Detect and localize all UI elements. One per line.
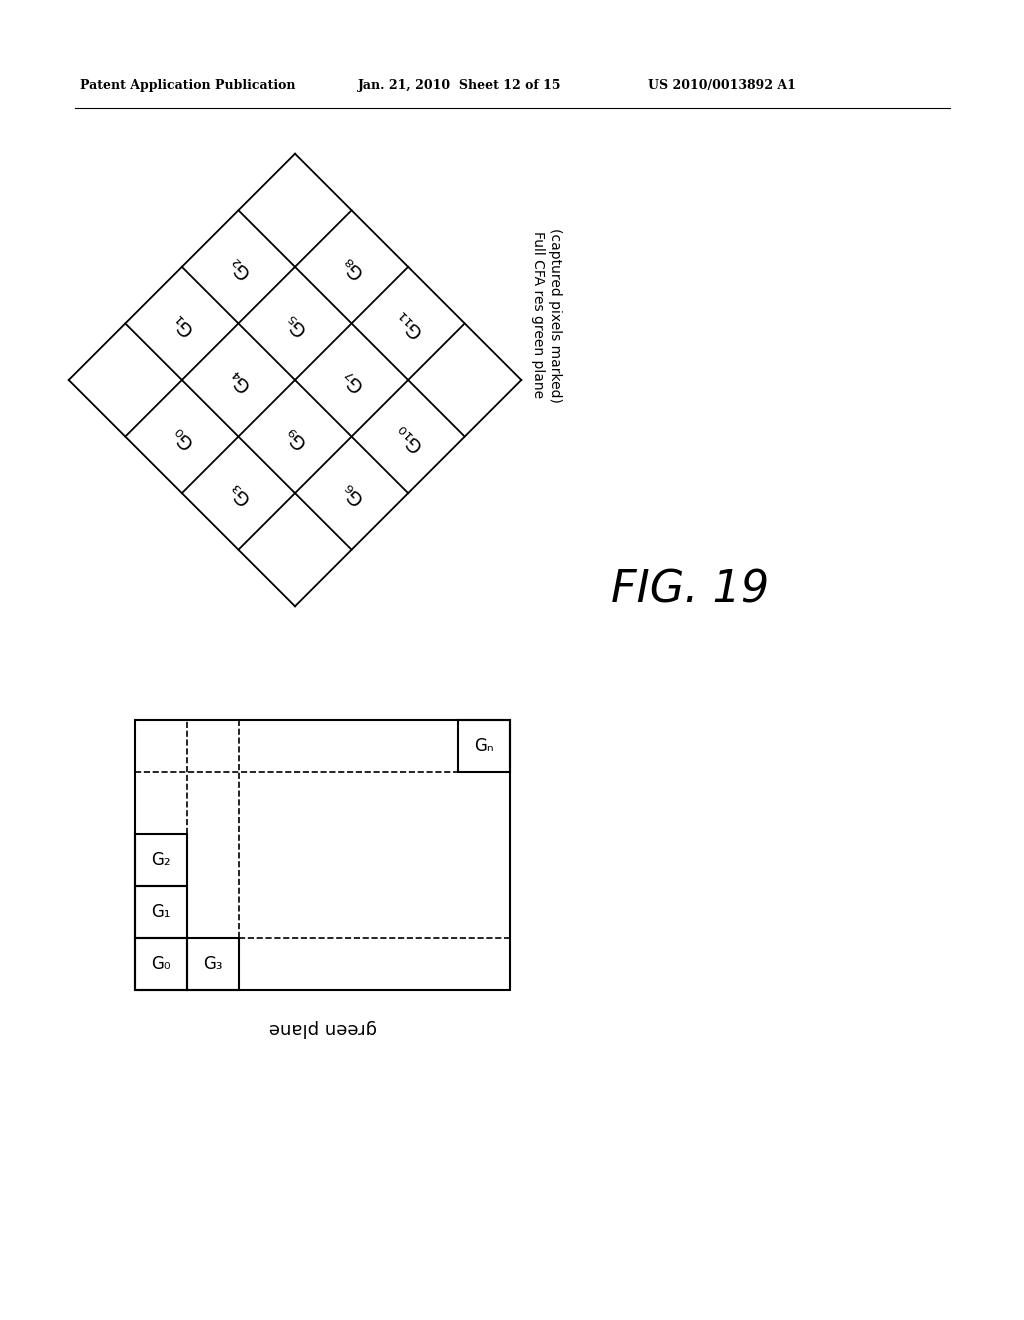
- Text: G₁₁: G₁₁: [390, 306, 426, 341]
- Text: G₂: G₂: [223, 252, 253, 281]
- Text: G₁₀: G₁₀: [390, 418, 426, 454]
- Bar: [135, 834, 187, 886]
- Text: G₄: G₄: [223, 366, 253, 395]
- Text: G₀: G₀: [167, 421, 197, 451]
- Text: G₂: G₂: [152, 851, 171, 869]
- Text: G₆: G₆: [337, 478, 367, 508]
- Text: Patent Application Publication: Patent Application Publication: [80, 78, 296, 91]
- Bar: [135, 939, 187, 990]
- Bar: [187, 939, 239, 990]
- Text: (captured pixels marked): (captured pixels marked): [548, 227, 562, 403]
- Text: G₁: G₁: [167, 309, 197, 338]
- Text: G₉: G₉: [281, 422, 310, 451]
- Text: FIG. 19: FIG. 19: [611, 569, 769, 611]
- Text: G₇: G₇: [337, 366, 367, 395]
- Text: G₅: G₅: [281, 309, 310, 338]
- Bar: [135, 886, 187, 939]
- Text: green plane: green plane: [268, 1019, 377, 1038]
- Text: G₁: G₁: [152, 903, 171, 921]
- Bar: [135, 719, 510, 990]
- Text: G₈: G₈: [337, 252, 367, 281]
- Text: G₀: G₀: [152, 954, 171, 973]
- Text: G₃: G₃: [223, 478, 253, 508]
- Bar: [458, 719, 510, 772]
- Text: US 2010/0013892 A1: US 2010/0013892 A1: [648, 78, 796, 91]
- Text: Full CFA res green plane: Full CFA res green plane: [531, 231, 545, 399]
- Text: Jan. 21, 2010  Sheet 12 of 15: Jan. 21, 2010 Sheet 12 of 15: [358, 78, 561, 91]
- Text: Gₙ: Gₙ: [474, 737, 494, 755]
- Text: G₃: G₃: [203, 954, 223, 973]
